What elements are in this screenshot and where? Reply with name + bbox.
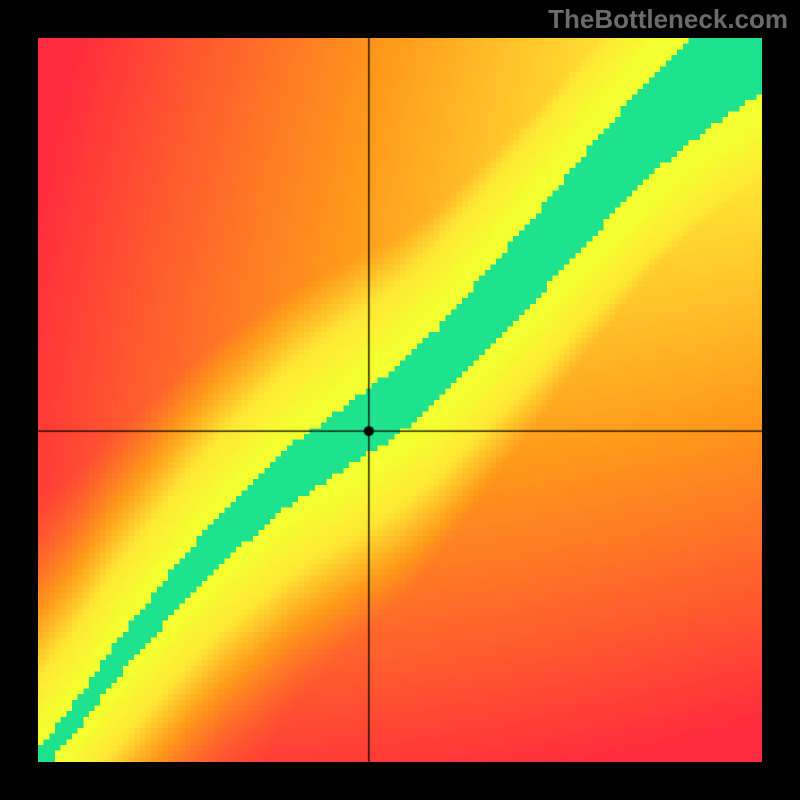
bottleneck-heatmap bbox=[38, 38, 762, 762]
watermark-text: TheBottleneck.com bbox=[548, 4, 788, 35]
chart-wrapper: TheBottleneck.com bbox=[0, 0, 800, 800]
